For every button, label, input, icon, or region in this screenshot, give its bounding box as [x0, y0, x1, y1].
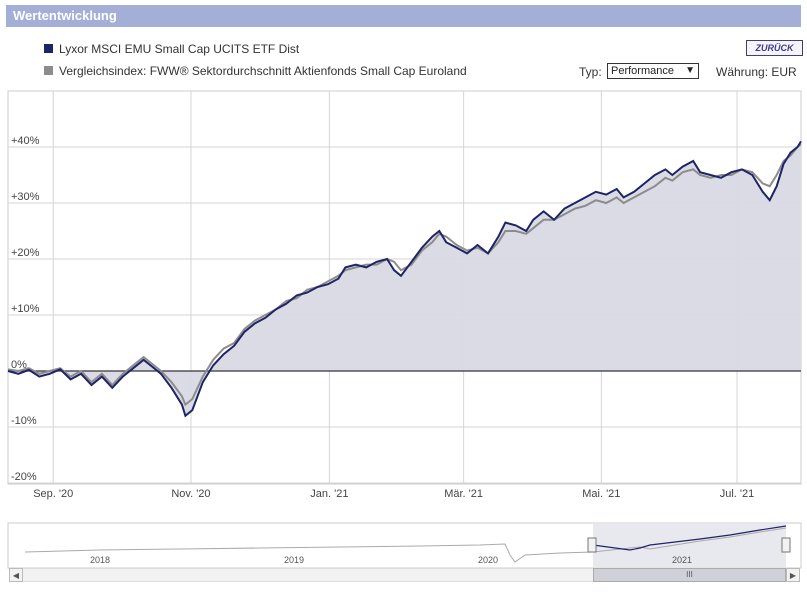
line-series-index — [7, 143, 802, 407]
legend-item-fund[interactable]: Lyxor MSCI EMU Small Cap UCITS ETF Dist — [44, 42, 299, 56]
scroll-right-button[interactable]: ▶ — [786, 568, 800, 582]
x-tick-label: Jan. '21 — [310, 488, 348, 500]
navigator-handle-left[interactable] — [587, 537, 597, 553]
navigator-year: 2020 — [478, 555, 498, 565]
legend-item-index[interactable]: Vergleichsindex: FWW® Sektordurchschnitt… — [44, 64, 467, 78]
y-tick-labels: +40% +30% +20% +10% 0% -10% -20% — [11, 135, 40, 483]
legend-swatch-fund — [44, 44, 53, 53]
section-title: Wertentwicklung — [13, 8, 117, 23]
y-tick-label: +20% — [11, 247, 40, 259]
x-tick-label: Mai. '21 — [582, 488, 620, 500]
x-tick-label: Nov. '20 — [171, 488, 210, 500]
y-tick-label: +40% — [11, 135, 40, 147]
x-tick-label: Mär. '21 — [444, 488, 483, 500]
navigator-line — [24, 527, 787, 563]
navigator-line-fund — [592, 525, 787, 551]
navigator-year: 2019 — [284, 555, 304, 565]
typ-label: Typ: — [579, 65, 602, 79]
navigator-scroll-thumb[interactable]: III — [593, 568, 786, 582]
scroll-left-button[interactable]: ◀ — [9, 568, 23, 582]
area-fill-fund — [8, 141, 801, 416]
typ-select[interactable]: Performance ▼ — [607, 63, 699, 79]
navigator-year: 2021 — [672, 555, 692, 565]
y-tick-label: 0% — [11, 359, 27, 371]
y-tick-label: -20% — [11, 471, 37, 483]
typ-select-value: Performance — [611, 65, 674, 77]
section-header: Wertentwicklung — [6, 5, 801, 27]
line-series-fund — [7, 140, 802, 418]
x-tick-label: Jul. '21 — [720, 488, 755, 500]
legend-label-index: Vergleichsindex: FWW® Sektordurchschnitt… — [59, 64, 467, 78]
navigator-handle-right[interactable] — [781, 537, 791, 553]
legend-swatch-index — [44, 66, 53, 75]
back-button[interactable]: ZURÜCK — [746, 40, 803, 56]
chevron-down-icon: ▼ — [685, 65, 695, 76]
x-tick-label: Sep. '20 — [33, 488, 73, 500]
currency-label: Währung: EUR — [716, 65, 797, 79]
y-tick-label: -10% — [11, 415, 37, 427]
y-tick-label: +30% — [11, 191, 40, 203]
legend-label-fund: Lyxor MSCI EMU Small Cap UCITS ETF Dist — [59, 42, 300, 56]
x-tick-labels: Sep. '20 Nov. '20 Jan. '21 Mär. '21 Mai. '21… — [33, 488, 754, 500]
y-tick-label: +10% — [11, 303, 40, 315]
navigator-year: 2018 — [90, 555, 110, 565]
